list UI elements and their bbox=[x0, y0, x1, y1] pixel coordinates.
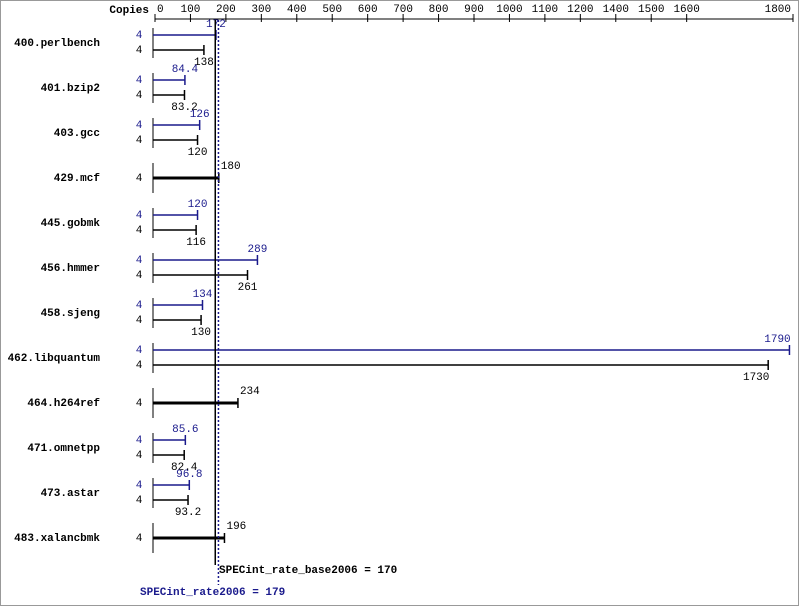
x-tick-label: 0 bbox=[157, 4, 164, 16]
value-label: 196 bbox=[226, 521, 246, 533]
copies-label: 4 bbox=[136, 173, 143, 185]
category-label: 473.astar bbox=[41, 488, 100, 500]
x-axis-label: Copies bbox=[109, 5, 149, 17]
copies-label: 4 bbox=[136, 75, 143, 87]
category-label: 464.h264ref bbox=[27, 398, 100, 410]
copies-label: 4 bbox=[136, 533, 143, 545]
copies-label: 4 bbox=[136, 300, 143, 312]
copies-label: 4 bbox=[136, 345, 143, 357]
value-label: 120 bbox=[188, 199, 208, 211]
x-tick-label: 200 bbox=[216, 4, 236, 16]
copies-label: 4 bbox=[136, 255, 143, 267]
value-label: 289 bbox=[248, 244, 268, 256]
category-label: 456.hmmer bbox=[41, 263, 100, 275]
copies-label: 4 bbox=[136, 225, 143, 237]
value-label: 130 bbox=[191, 327, 211, 339]
copies-label: 4 bbox=[136, 495, 143, 507]
x-tick-label: 800 bbox=[429, 4, 449, 16]
copies-label: 4 bbox=[136, 90, 143, 102]
copies-label: 4 bbox=[136, 135, 143, 147]
x-tick-label: 1000 bbox=[496, 4, 522, 16]
reference-label: SPECint_rate_base2006 = 170 bbox=[219, 565, 397, 577]
x-tick-label: 400 bbox=[287, 4, 307, 16]
value-label: 126 bbox=[190, 109, 210, 121]
copies-label: 4 bbox=[136, 315, 143, 327]
x-tick-label: 1600 bbox=[673, 4, 699, 16]
copies-label: 4 bbox=[136, 360, 143, 372]
x-tick-label: 1800 bbox=[765, 4, 791, 16]
category-label: 401.bzip2 bbox=[41, 83, 100, 95]
value-label: 96.8 bbox=[176, 469, 202, 481]
value-label: 83.2 bbox=[171, 102, 197, 114]
category-label: 458.sjeng bbox=[41, 308, 100, 320]
reference-label: SPECint_rate2006 = 179 bbox=[140, 587, 285, 599]
x-tick-label: 1200 bbox=[567, 4, 593, 16]
value-label: 1790 bbox=[764, 334, 790, 346]
value-label: 234 bbox=[240, 386, 260, 398]
x-tick-label: 1400 bbox=[603, 4, 629, 16]
category-label: 400.perlbench bbox=[14, 38, 100, 50]
value-label: 138 bbox=[194, 57, 214, 69]
copies-label: 4 bbox=[136, 398, 143, 410]
value-label: 134 bbox=[193, 289, 213, 301]
x-tick-label: 100 bbox=[181, 4, 201, 16]
x-tick-label: 1500 bbox=[638, 4, 664, 16]
value-label: 93.2 bbox=[175, 507, 201, 519]
category-label: 471.omnetpp bbox=[27, 443, 100, 455]
value-label: 85.6 bbox=[172, 424, 198, 436]
x-tick-label: 1100 bbox=[532, 4, 558, 16]
value-label: 82.4 bbox=[171, 462, 198, 474]
value-label: 120 bbox=[188, 147, 208, 159]
x-tick-label: 900 bbox=[464, 4, 484, 16]
value-label: 180 bbox=[221, 161, 241, 173]
value-label: 116 bbox=[186, 237, 206, 249]
copies-label: 4 bbox=[136, 450, 143, 462]
copies-label: 4 bbox=[136, 435, 143, 447]
category-label: 403.gcc bbox=[54, 128, 100, 140]
value-label: 84.4 bbox=[172, 64, 199, 76]
copies-label: 4 bbox=[136, 270, 143, 282]
copies-label: 4 bbox=[136, 45, 143, 57]
copies-label: 4 bbox=[136, 210, 143, 222]
x-tick-label: 700 bbox=[393, 4, 413, 16]
x-tick-label: 300 bbox=[251, 4, 271, 16]
x-tick-label: 500 bbox=[322, 4, 342, 16]
copies-label: 4 bbox=[136, 120, 143, 132]
category-label: 445.gobmk bbox=[41, 218, 101, 230]
x-tick-label: 600 bbox=[358, 4, 378, 16]
category-label: 429.mcf bbox=[54, 173, 101, 185]
category-label: 462.libquantum bbox=[8, 353, 101, 365]
copies-label: 4 bbox=[136, 30, 143, 42]
value-label: 261 bbox=[238, 282, 258, 294]
category-label: 483.xalancbmk bbox=[14, 533, 100, 545]
copies-label: 4 bbox=[136, 480, 143, 492]
value-label: 1730 bbox=[743, 372, 769, 384]
